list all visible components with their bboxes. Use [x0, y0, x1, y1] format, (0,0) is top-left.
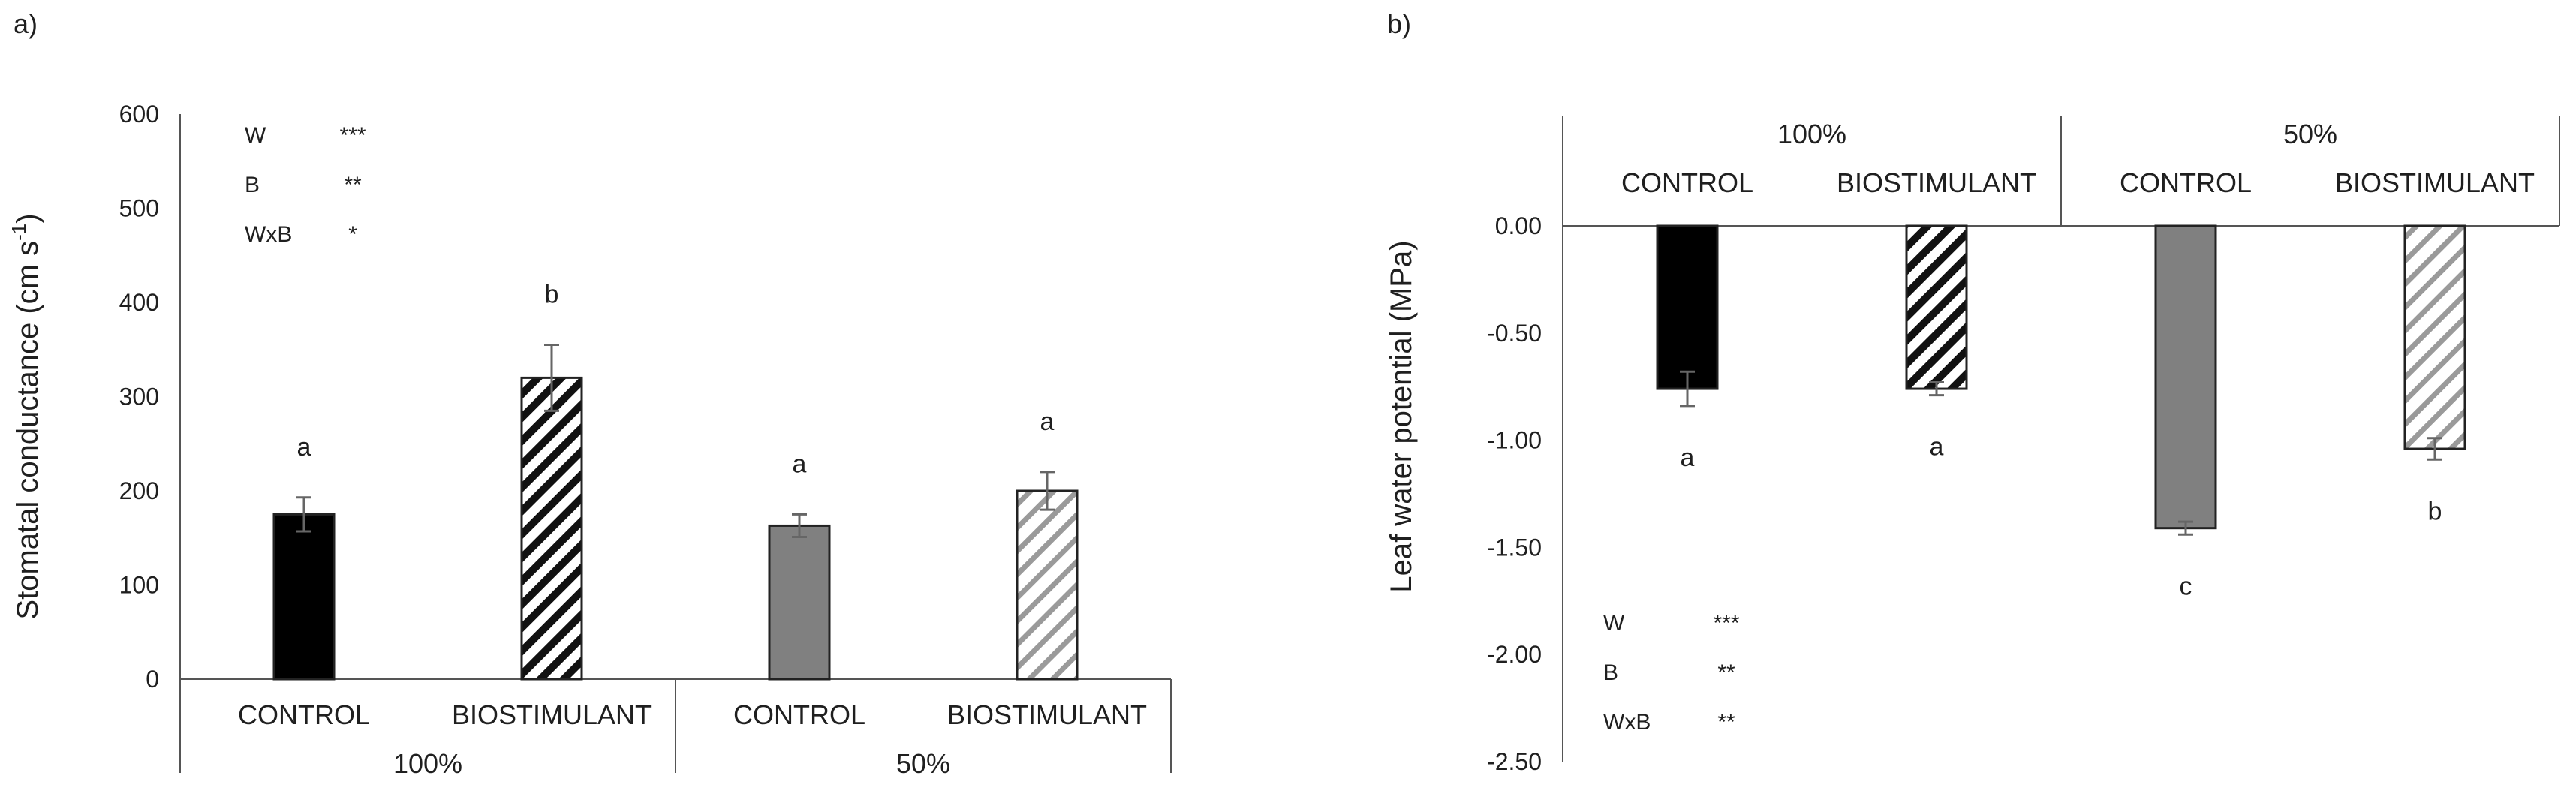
category-label-b-1: BIOSTIMULANT [1837, 167, 2036, 198]
stats-b: W *** B ** WxB ** [1603, 611, 1740, 735]
axes-b [1562, 116, 2560, 762]
panel-label-a: a) [14, 8, 38, 39]
stat-term-a-1: B [245, 173, 260, 197]
stat-sig-b-2: ** [1717, 710, 1735, 735]
stat-sig-b-0: *** [1713, 611, 1739, 636]
y-tick-label-b: -1.50 [1487, 534, 1542, 561]
y-axis-title-a-exp: -1 [8, 224, 30, 241]
stats-a: W *** B ** WxB * [245, 123, 366, 247]
bar-b-1 [1905, 224, 1968, 390]
y-tick-label-b: -2.00 [1487, 641, 1542, 668]
y-tick-label-b: -2.50 [1487, 748, 1542, 775]
category-label-a-3: BIOSTIMULANT [947, 699, 1147, 730]
significance-letter-b-3: b [2428, 497, 2442, 525]
stat-sig-b-1: ** [1717, 660, 1735, 685]
y-axis-title-b: Leaf water potential (MPa) [1385, 240, 1418, 592]
y-tick-label-b: -1.00 [1487, 427, 1542, 454]
y-tick-label-a: 500 [119, 195, 159, 222]
stat-term-b-0: W [1603, 611, 1625, 636]
category-label-a-2: CONTROL [733, 699, 865, 730]
bars-b: a a c b [1656, 224, 2466, 600]
significance-letter-b-2: c [2180, 572, 2192, 600]
category-labels-b: CONTROL BIOSTIMULANT CONTROL BIOSTIMULANT 10… [1621, 119, 2535, 198]
significance-letter-a-0: a [297, 433, 311, 462]
y-tick-label-b: 0.00 [1495, 212, 1542, 239]
category-label-b-0: CONTROL [1621, 167, 1753, 198]
significance-letter-a-3: a [1040, 408, 1055, 436]
chart-b: b) 0.00 -0.50 -1.00 -1.50 -2.00 -2.50 Leaf wa… [1385, 8, 2560, 775]
significance-letter-a-1: b [545, 280, 559, 308]
y-ticks-a: 0 100 200 300 400 500 600 [119, 101, 159, 693]
y-ticks-b: 0.00 -0.50 -1.00 -1.50 -2.00 -2.50 [1487, 212, 1542, 775]
group-label-a-1: 50% [896, 748, 950, 779]
category-label-b-3: BIOSTIMULANT [2335, 167, 2535, 198]
significance-letter-a-2: a [793, 450, 807, 478]
bar-a-2 [768, 524, 831, 681]
y-tick-label-b: -0.50 [1487, 320, 1542, 347]
bar-a-1 [520, 376, 583, 681]
y-tick-label-a: 200 [119, 477, 159, 504]
axes-a [179, 114, 1172, 773]
panel-label-b: b) [1387, 8, 1411, 39]
y-tick-label-a: 400 [119, 289, 159, 316]
stat-sig-a-0: *** [339, 123, 366, 148]
chart-a: a) 0 100 200 300 400 500 600 Stomatal conducta… [8, 8, 1172, 779]
significance-letter-b-1: a [1930, 433, 1944, 462]
bar-a-3 [1016, 489, 1079, 681]
bar-a-0 [272, 513, 336, 681]
y-tick-label-a: 300 [119, 383, 159, 411]
stat-term-b-1: B [1603, 660, 1618, 685]
y-axis-title-a-close: ) [11, 213, 44, 223]
y-tick-label-a: 600 [119, 101, 159, 128]
y-tick-label-a: 0 [146, 666, 159, 693]
significance-letter-b-0: a [1681, 444, 1695, 472]
group-label-b-1: 50% [2283, 119, 2337, 149]
stat-term-a-2: WxB [245, 222, 292, 247]
stat-sig-a-1: ** [344, 173, 362, 197]
category-label-a-0: CONTROL [238, 699, 370, 730]
category-label-b-2: CONTROL [2120, 167, 2252, 198]
group-label-b-0: 100% [1777, 119, 1846, 149]
stat-term-b-2: WxB [1603, 710, 1651, 735]
y-axis-title-a-text: Stomatal conductance (cm s [11, 241, 44, 620]
stat-term-a-0: W [245, 123, 266, 148]
stat-sig-a-2: * [348, 222, 357, 247]
bar-b-2 [2154, 224, 2217, 530]
category-label-a-1: BIOSTIMULANT [452, 699, 652, 730]
bar-b-3 [2403, 224, 2466, 450]
bars-a: a b a a [272, 280, 1079, 681]
bar-b-0 [1656, 224, 1719, 390]
y-axis-title-a: Stomatal conductance (cm s-1) [8, 213, 44, 619]
group-label-a-0: 100% [393, 748, 462, 779]
category-labels-a: CONTROL BIOSTIMULANT CONTROL BIOSTIMULANT 10… [238, 699, 1147, 779]
y-tick-label-a: 100 [119, 572, 159, 599]
